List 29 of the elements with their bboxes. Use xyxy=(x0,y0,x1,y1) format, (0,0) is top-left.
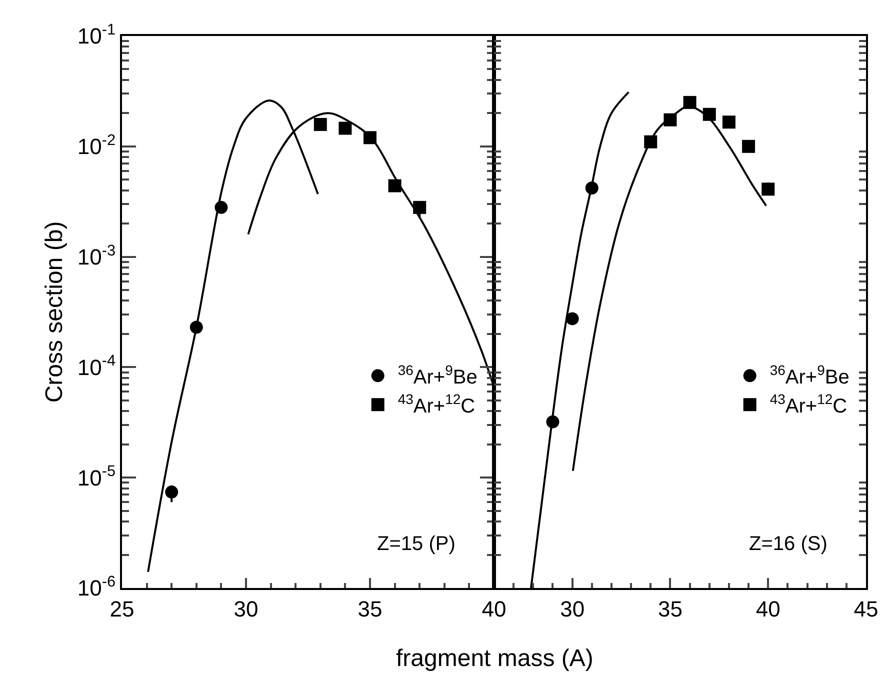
point xyxy=(702,108,716,121)
legend-label: $^{36}$Ar+$^{9}$Be xyxy=(770,362,850,388)
x-tick-label: 35 xyxy=(658,596,682,622)
legend-label: $^{43}$Ar+$^{12}$C xyxy=(398,391,476,418)
x-axis-title: fragment mass (A) xyxy=(396,645,594,672)
annotation: Z=16 (S) xyxy=(749,533,828,555)
y-tick-label: 10$^{-3}$ xyxy=(77,242,116,270)
y-tick-label: 10$^{-5}$ xyxy=(77,463,116,490)
point xyxy=(314,118,327,131)
legend-label: $^{43}$Ar+$^{12}$C xyxy=(770,391,848,418)
point xyxy=(338,122,352,135)
x-tick-label: 30 xyxy=(560,596,585,622)
point xyxy=(742,140,756,153)
x-tick-label: 35 xyxy=(358,596,382,622)
x-tick-label: 40 xyxy=(756,596,780,622)
x-tick-label: 40 xyxy=(482,596,506,622)
point xyxy=(566,312,579,326)
point xyxy=(165,486,178,499)
x-tick-label: 45 xyxy=(854,596,878,622)
point xyxy=(722,116,736,129)
y-tick-label: 10$^{-4}$ xyxy=(77,352,116,380)
x-tick-label: 30 xyxy=(234,596,258,622)
annotation: Z=15 (P) xyxy=(377,533,456,555)
y-axis-title: Cross section (b) xyxy=(41,221,68,403)
legend-label: $^{36}$Ar+$^{9}$Be xyxy=(398,362,478,388)
point xyxy=(762,182,775,196)
point xyxy=(388,179,402,192)
y-tick-label: 10$^{-1}$ xyxy=(77,21,116,49)
y-tick-label: 10$^{-2}$ xyxy=(77,132,116,160)
